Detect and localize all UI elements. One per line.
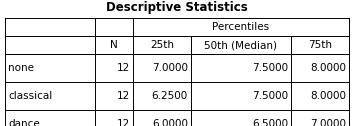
Text: 6.2500: 6.2500 <box>152 91 188 101</box>
Text: 6.5000: 6.5000 <box>252 119 288 126</box>
Text: 50th (Median): 50th (Median) <box>205 40 278 50</box>
Text: 6.0000: 6.0000 <box>152 119 188 126</box>
Text: 25th: 25th <box>150 40 174 50</box>
Text: 12: 12 <box>117 119 130 126</box>
Text: Descriptive Statistics: Descriptive Statistics <box>106 1 248 14</box>
Text: none: none <box>8 63 34 73</box>
Text: 12: 12 <box>117 63 130 73</box>
Text: 75th: 75th <box>308 40 332 50</box>
Text: 7.5000: 7.5000 <box>252 91 288 101</box>
Text: dance: dance <box>8 119 40 126</box>
Text: 12: 12 <box>117 91 130 101</box>
Text: classical: classical <box>8 91 52 101</box>
Text: N: N <box>110 40 118 50</box>
Text: 8.0000: 8.0000 <box>310 63 346 73</box>
Text: 7.0000: 7.0000 <box>152 63 188 73</box>
Text: Percentiles: Percentiles <box>212 22 269 32</box>
Text: 8.0000: 8.0000 <box>310 91 346 101</box>
Text: 7.0000: 7.0000 <box>310 119 346 126</box>
Text: 7.5000: 7.5000 <box>252 63 288 73</box>
